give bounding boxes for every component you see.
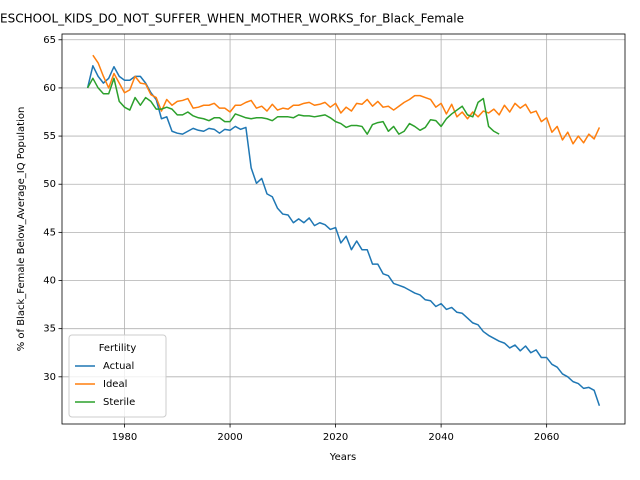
legend-label: Actual <box>103 361 134 372</box>
line-series <box>86 65 601 406</box>
x-axis-label: Years <box>329 452 356 463</box>
y-tick-label: 45 <box>43 227 56 238</box>
y-tick-label: 50 <box>43 179 56 190</box>
y-tick-label: 60 <box>43 83 56 94</box>
x-tick-label: 2060 <box>534 432 559 443</box>
legend: Fertility Actual Ideal Sterile <box>68 334 167 418</box>
y-axis-label: % of Black_Female Below_Average_IQ Popul… <box>16 107 27 352</box>
legend-title: Fertility <box>99 343 137 354</box>
x-tick-label: 2000 <box>217 432 242 443</box>
x-tick-label: 1980 <box>112 432 137 443</box>
x-tick-label: 2020 <box>323 432 348 443</box>
y-tick-label: 65 <box>43 35 56 46</box>
y-tick-label: 30 <box>43 372 56 383</box>
y-tick-label: 55 <box>43 131 56 142</box>
legend-label: Sterile <box>103 397 135 408</box>
y-tick-label: 40 <box>43 276 56 287</box>
axes-frame <box>61 33 626 425</box>
line-series <box>86 77 500 135</box>
legend-label: Ideal <box>103 379 127 390</box>
chart-title: ESCHOOL_KIDS_DO_NOT_SUFFER_WHEN_MOTHER_W… <box>0 12 464 26</box>
legend-box <box>68 334 167 418</box>
x-tick-label: 2040 <box>428 432 453 443</box>
y-tick-label: 35 <box>43 324 56 335</box>
line-series <box>92 54 601 145</box>
